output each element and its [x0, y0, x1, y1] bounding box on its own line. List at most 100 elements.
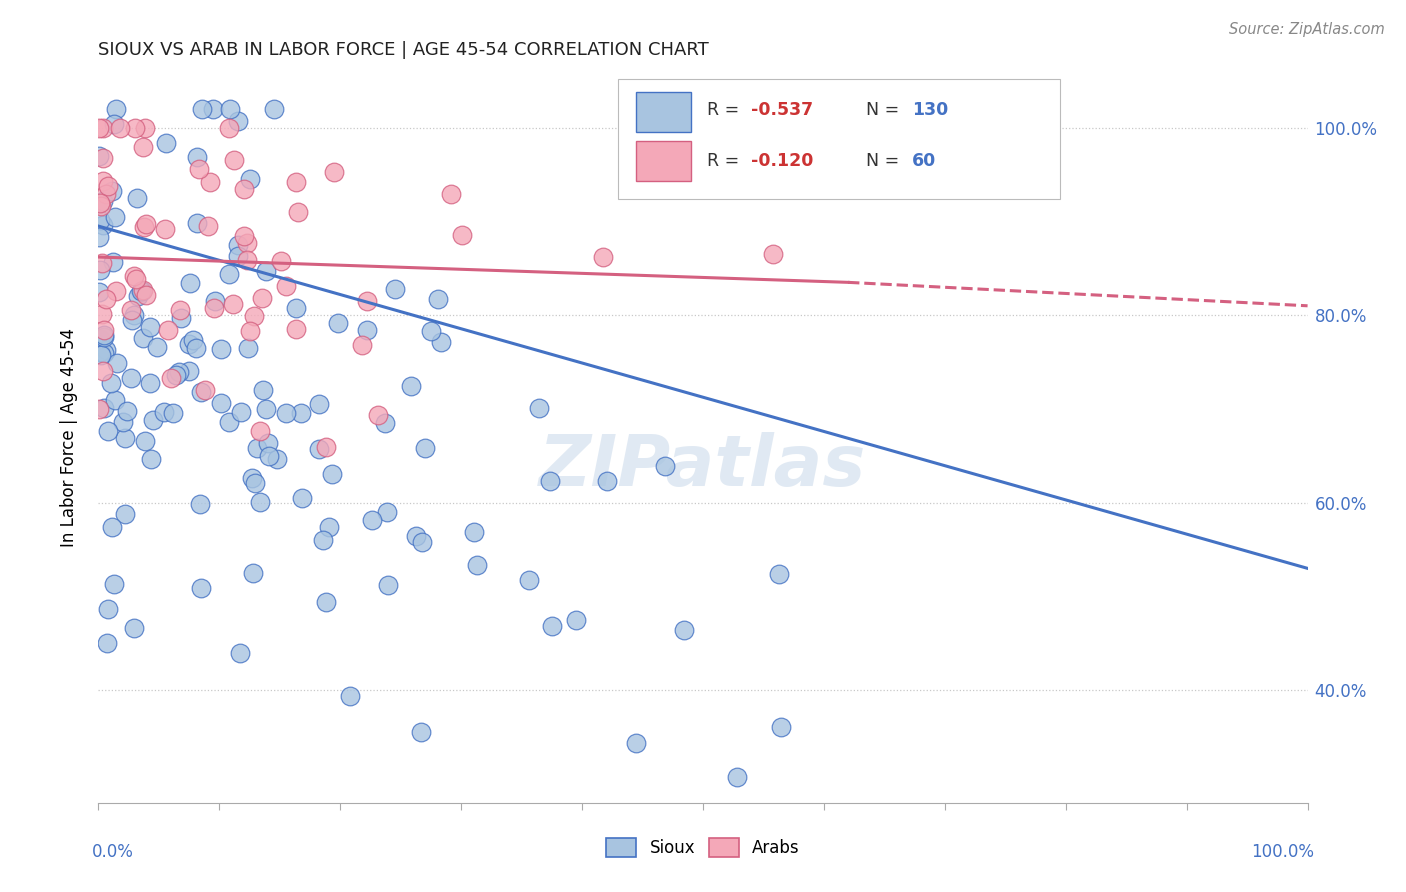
Point: [768, 567, 790, 582]
Point: [87, 148, 110, 162]
Point: [202, 301, 225, 316]
Point: [122, 309, 145, 323]
Point: [541, 619, 564, 633]
Text: N =: N =: [866, 152, 905, 169]
Point: [90, 348, 112, 362]
Point: [517, 573, 540, 587]
Point: [413, 441, 436, 455]
Point: [125, 271, 148, 285]
Point: [287, 205, 309, 219]
Point: [198, 175, 221, 189]
Text: 60: 60: [912, 152, 936, 169]
Point: [284, 321, 307, 335]
Point: [89, 212, 111, 227]
Text: R =: R =: [707, 101, 744, 120]
Point: [384, 282, 406, 296]
Point: [654, 458, 676, 473]
Point: [114, 507, 136, 521]
Point: [274, 406, 297, 420]
Point: [318, 520, 340, 534]
Point: [219, 102, 242, 116]
Text: 100.0%: 100.0%: [1250, 843, 1313, 861]
Point: [93, 328, 115, 343]
Point: [254, 264, 277, 278]
Point: [114, 430, 136, 444]
Point: [93, 330, 115, 344]
Point: [191, 102, 214, 116]
Point: [91, 307, 114, 321]
Legend: Sioux, Arabs: Sioux, Arabs: [600, 831, 806, 864]
Point: [132, 331, 155, 345]
Point: [672, 623, 695, 637]
Point: [165, 368, 187, 382]
Point: [308, 397, 330, 411]
Point: [229, 646, 252, 660]
Point: [209, 395, 232, 409]
Point: [89, 333, 111, 347]
Point: [122, 621, 145, 635]
Text: 0.0%: 0.0%: [93, 843, 134, 861]
Point: [135, 217, 157, 231]
Point: [87, 230, 110, 244]
Point: [405, 529, 427, 543]
Point: [276, 279, 298, 293]
Point: [228, 114, 250, 128]
Point: [401, 379, 423, 393]
Point: [132, 283, 155, 297]
Point: [153, 221, 176, 235]
Point: [187, 161, 209, 176]
Point: [411, 535, 433, 549]
Point: [290, 406, 312, 420]
Point: [169, 303, 191, 318]
Point: [179, 337, 201, 351]
Point: [129, 285, 152, 299]
Point: [170, 311, 193, 326]
Text: Source: ZipAtlas.com: Source: ZipAtlas.com: [1229, 22, 1385, 37]
Point: [226, 249, 249, 263]
Point: [91, 120, 114, 135]
Point: [96, 292, 118, 306]
Point: [565, 613, 588, 627]
Point: [527, 401, 550, 415]
Text: -0.120: -0.120: [751, 152, 814, 169]
Point: [121, 313, 143, 327]
Point: [100, 376, 122, 391]
Point: [226, 238, 249, 252]
Point: [120, 370, 142, 384]
Point: [725, 771, 748, 785]
Point: [426, 292, 449, 306]
Point: [146, 340, 169, 354]
Point: [97, 178, 120, 193]
Point: [322, 165, 344, 179]
Point: [89, 344, 111, 359]
Point: [134, 120, 156, 135]
Point: [184, 341, 207, 355]
Point: [356, 293, 378, 308]
Point: [122, 268, 145, 283]
Point: [101, 255, 124, 269]
Point: [315, 441, 337, 455]
Point: [218, 415, 240, 429]
Point: [194, 384, 217, 398]
Point: [375, 505, 398, 519]
Point: [326, 316, 349, 330]
Point: [139, 376, 162, 391]
Text: ZIPatlas: ZIPatlas: [540, 432, 866, 500]
Point: [103, 577, 125, 591]
Point: [242, 566, 264, 580]
Point: [339, 689, 361, 703]
Point: [96, 636, 118, 650]
Point: [142, 413, 165, 427]
Point: [197, 219, 219, 233]
Point: [167, 365, 190, 379]
Point: [139, 319, 162, 334]
Point: [762, 247, 785, 261]
Text: -0.537: -0.537: [751, 101, 814, 120]
Point: [162, 406, 184, 420]
Point: [440, 186, 463, 201]
Point: [141, 452, 163, 467]
Point: [239, 324, 262, 338]
Point: [236, 236, 259, 251]
Point: [91, 152, 114, 166]
FancyBboxPatch shape: [637, 141, 690, 181]
